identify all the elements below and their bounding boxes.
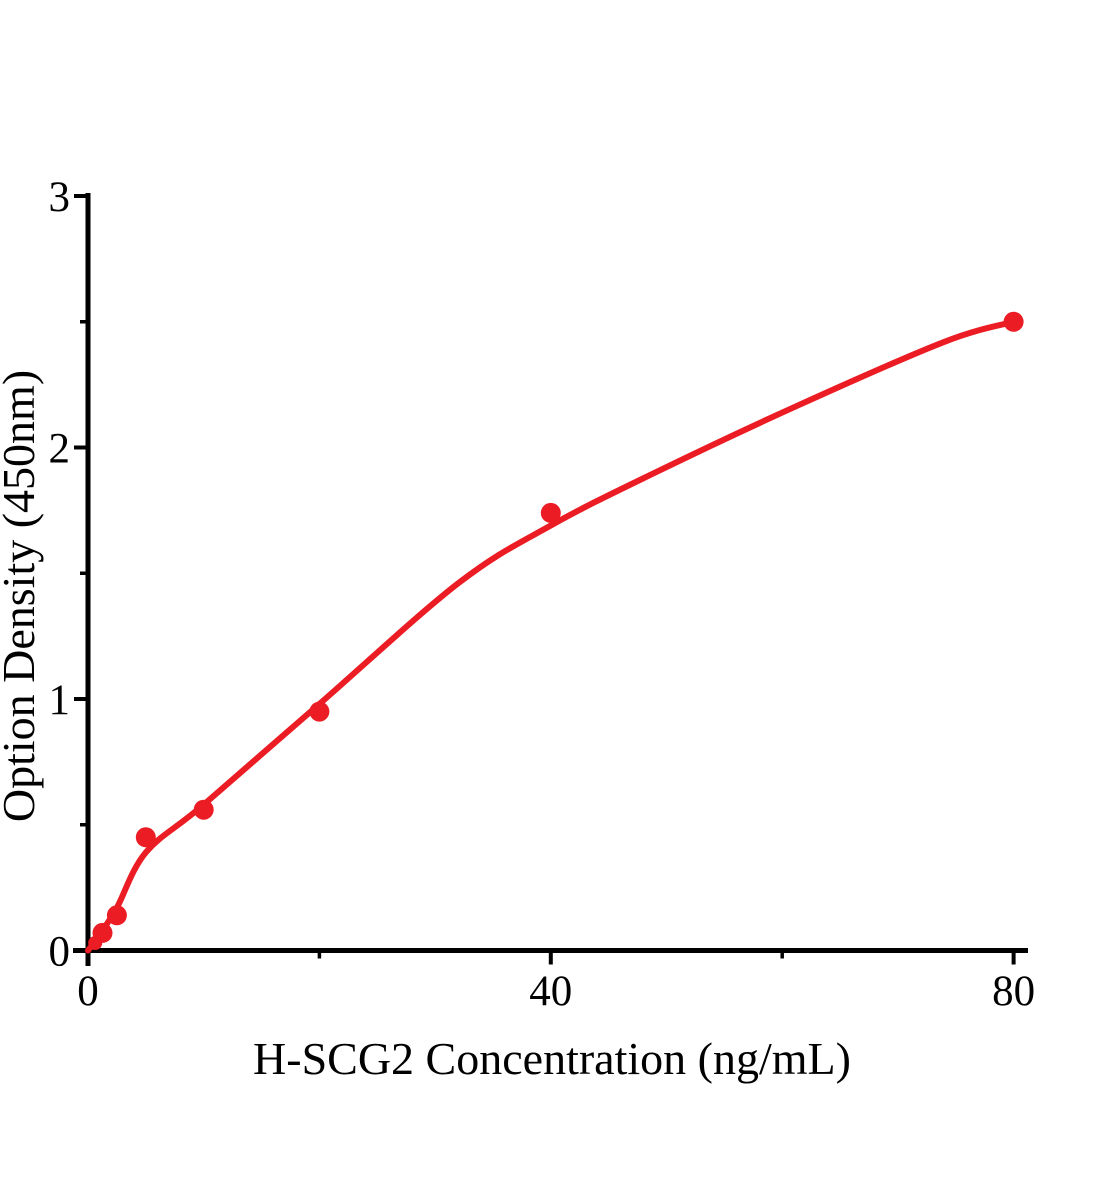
y-tick-label: 2: [49, 426, 71, 473]
fit-curve: [85, 318, 1017, 954]
x-tick-label: 40: [529, 968, 572, 1015]
data-point: [106, 905, 127, 926]
data-point: [193, 799, 214, 820]
y-axis-title: Option Density (450nm): [0, 370, 44, 822]
x-tick-label: 80: [992, 968, 1035, 1015]
y-tick-label: 0: [49, 929, 71, 976]
x-axis-title: H-SCG2 Concentration (ng/mL): [253, 1033, 851, 1084]
axes: [73, 193, 1028, 966]
data-point: [135, 827, 156, 848]
data-point: [1003, 311, 1024, 332]
data-point: [92, 922, 113, 943]
data-point: [309, 701, 330, 722]
y-tick-label: 3: [49, 174, 71, 221]
axis-ticks: [74, 194, 1016, 965]
y-tick-label: 1: [49, 677, 71, 724]
data-point: [540, 502, 561, 523]
axis-tick-labels: 0 1 2 3 0 40 80: [49, 174, 1036, 1015]
plot-area: [85, 311, 1024, 954]
x-tick-label: 0: [77, 968, 99, 1015]
